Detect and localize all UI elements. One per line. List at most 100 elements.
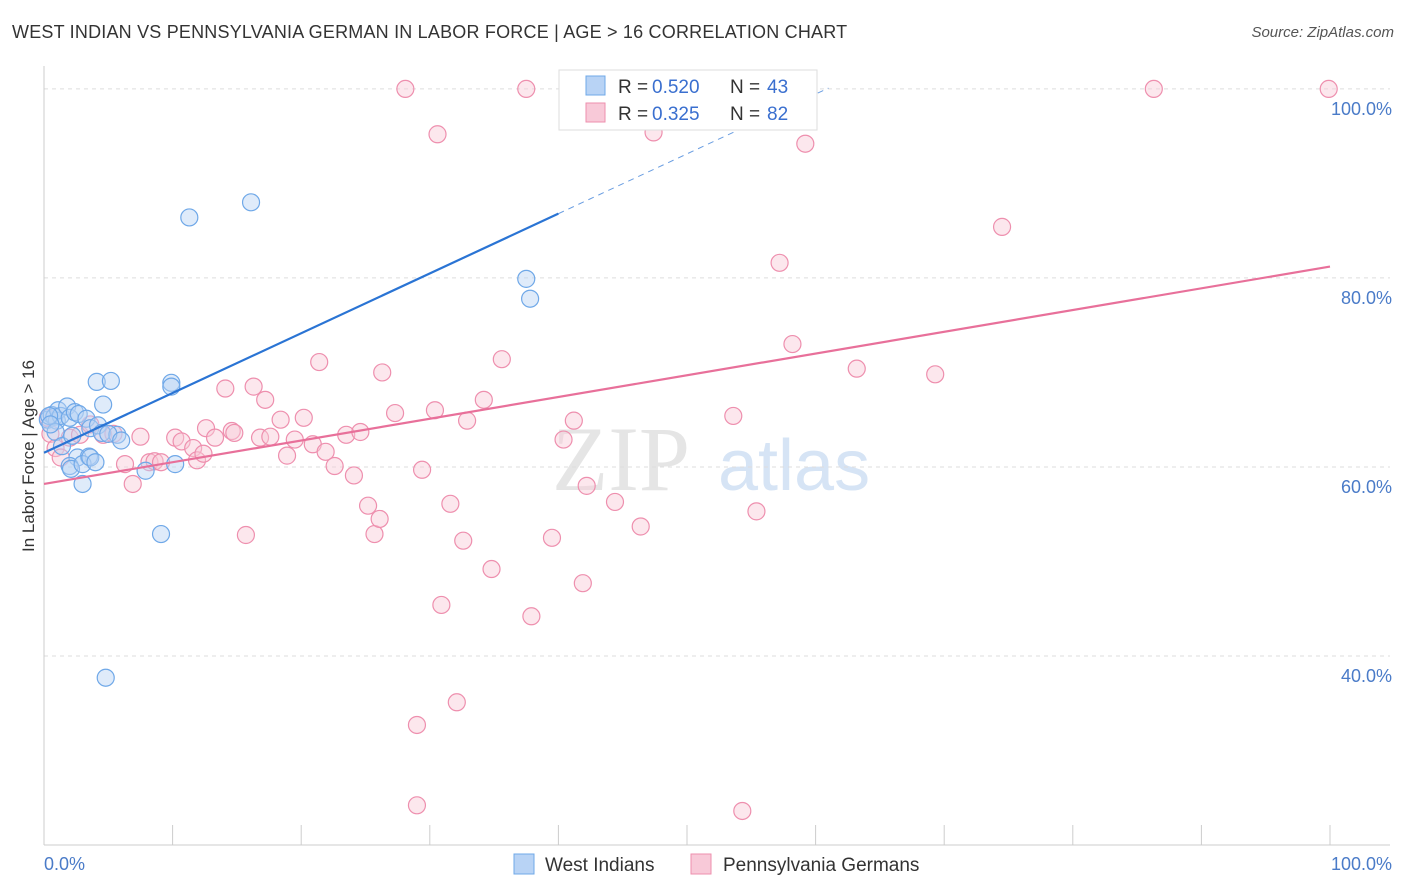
point-pennsylvania-germans — [441, 494, 460, 513]
point-pennsylvania-germans — [316, 442, 335, 461]
point-pennsylvania-germans — [577, 476, 596, 495]
y-tick-label: 100.0% — [1331, 99, 1392, 119]
point-west-indians — [101, 371, 120, 391]
y-tick-labels: 40.0% 60.0% 80.0% 100.0% — [1331, 99, 1392, 686]
watermark: ZIP atlas — [552, 408, 870, 510]
legend-pennsylvania-germans-label: Pennsylvania Germans — [723, 855, 919, 876]
point-pennsylvania-germans — [733, 801, 752, 821]
point-pennsylvania-germans — [344, 466, 364, 485]
point-pennsylvania-germans — [271, 410, 290, 429]
point-pennsylvania-germans — [365, 524, 384, 544]
y-tick-label: 80.0% — [1341, 288, 1392, 308]
point-pennsylvania-germans — [412, 460, 432, 479]
point-pennsylvania-germans — [783, 334, 802, 354]
legend-swatch-pink — [585, 102, 606, 123]
point-pennsylvania-germans — [432, 595, 451, 615]
legend-n-value-1: 43 — [767, 77, 788, 98]
point-pennsylvania-germans — [564, 411, 583, 430]
point-pennsylvania-germans — [222, 421, 241, 441]
point-pennsylvania-germans — [261, 427, 280, 446]
trend-line-west-indians-extension — [558, 87, 829, 215]
legend-r-label-1: R = — [618, 77, 648, 98]
point-pennsylvania-germans — [457, 411, 477, 430]
point-pennsylvania-germans — [522, 607, 541, 626]
point-pennsylvania-germans — [847, 359, 866, 378]
point-pennsylvania-germans — [236, 525, 256, 545]
point-pennsylvania-germans — [396, 79, 415, 99]
point-pennsylvania-germans — [724, 406, 743, 426]
point-west-indians — [41, 415, 60, 434]
point-west-indians — [86, 453, 105, 472]
point-pennsylvania-germans — [447, 693, 466, 712]
trend-line-pennsylvania-germans — [43, 265, 1331, 486]
legend-west-indians-swatch — [513, 853, 535, 875]
axes — [43, 66, 1390, 846]
watermark-zip: ZIP — [552, 408, 690, 510]
point-west-indians — [87, 372, 106, 391]
legend-n-value-2: 82 — [767, 104, 788, 125]
point-pennsylvania-germans — [747, 502, 766, 521]
y-axis-label: In Labor Force | Age > 16 — [19, 360, 38, 552]
series-legend: West Indians Pennsylvania Germans — [513, 853, 919, 876]
point-pennsylvania-germans — [123, 474, 142, 494]
source-label: Source: ZipAtlas.com — [1251, 24, 1394, 41]
x-tick-label: 0.0% — [44, 854, 85, 874]
point-pennsylvania-germans — [926, 365, 945, 384]
point-west-indians — [61, 459, 81, 478]
y-tick-label: 40.0% — [1341, 666, 1392, 686]
x-tick-labels: 0.0% 100.0% — [44, 854, 1392, 874]
point-west-indians — [96, 668, 115, 687]
point-pennsylvania-germans — [216, 379, 235, 398]
point-west-indians — [241, 193, 261, 212]
point-pennsylvania-germans — [385, 403, 405, 423]
point-west-indians — [517, 269, 536, 288]
point-pennsylvania-germans — [294, 408, 313, 427]
point-pennsylvania-germans — [256, 390, 275, 409]
point-pennsylvania-germans — [492, 350, 511, 369]
point-pennsylvania-germans — [542, 528, 562, 547]
point-pennsylvania-germans — [605, 492, 625, 512]
y-tick-label: 60.0% — [1341, 477, 1392, 497]
legend-r-value-1: 0.520 — [652, 77, 700, 98]
point-pennsylvania-germans — [205, 428, 225, 447]
point-pennsylvania-germans — [517, 79, 536, 99]
point-pennsylvania-germans — [225, 423, 244, 443]
stats-legend: R = 0.520 N = 43 R = 0.325 N = 82 — [558, 69, 818, 131]
point-west-indians — [151, 524, 171, 544]
point-west-indians — [166, 455, 185, 474]
point-pennsylvania-germans — [554, 430, 573, 449]
point-pennsylvania-germans — [407, 796, 427, 815]
series-pennsylvania-germans — [38, 79, 1338, 821]
point-pennsylvania-germans — [796, 134, 815, 153]
legend-pennsylvania-germans-swatch — [690, 853, 712, 875]
point-pennsylvania-germans — [454, 531, 473, 550]
point-pennsylvania-germans — [482, 559, 501, 579]
point-pennsylvania-germans — [1319, 79, 1338, 99]
legend-n-label-1: N = — [730, 77, 760, 98]
legend-r-value-2: 0.325 — [652, 104, 700, 125]
point-pennsylvania-germans — [277, 446, 297, 465]
point-pennsylvania-germans — [172, 432, 191, 451]
point-pennsylvania-germans — [428, 125, 447, 144]
point-pennsylvania-germans — [770, 253, 789, 272]
point-west-indians — [73, 474, 92, 494]
legend-n-label-2: N = — [730, 104, 760, 125]
gridlines — [44, 88, 1390, 657]
point-pennsylvania-germans — [992, 217, 1012, 236]
point-pennsylvania-germans — [573, 574, 592, 593]
trend-line-west-indians — [43, 212, 559, 454]
trend-lines — [43, 87, 1331, 486]
chart-title: WEST INDIAN VS PENNSYLVANIA GERMAN IN LA… — [12, 22, 848, 42]
point-pennsylvania-germans — [115, 455, 135, 474]
point-pennsylvania-germans — [474, 390, 493, 409]
point-west-indians — [180, 208, 199, 227]
series-west-indians — [38, 193, 540, 687]
point-pennsylvania-germans — [325, 456, 344, 476]
point-west-indians — [521, 289, 540, 308]
x-tick-label: 100.0% — [1331, 854, 1392, 874]
point-pennsylvania-germans — [1144, 79, 1163, 99]
watermark-atlas: atlas — [718, 426, 870, 506]
legend-swatch-blue — [585, 75, 606, 96]
legend-r-label-2: R = — [618, 104, 648, 125]
point-pennsylvania-germans — [370, 509, 389, 529]
